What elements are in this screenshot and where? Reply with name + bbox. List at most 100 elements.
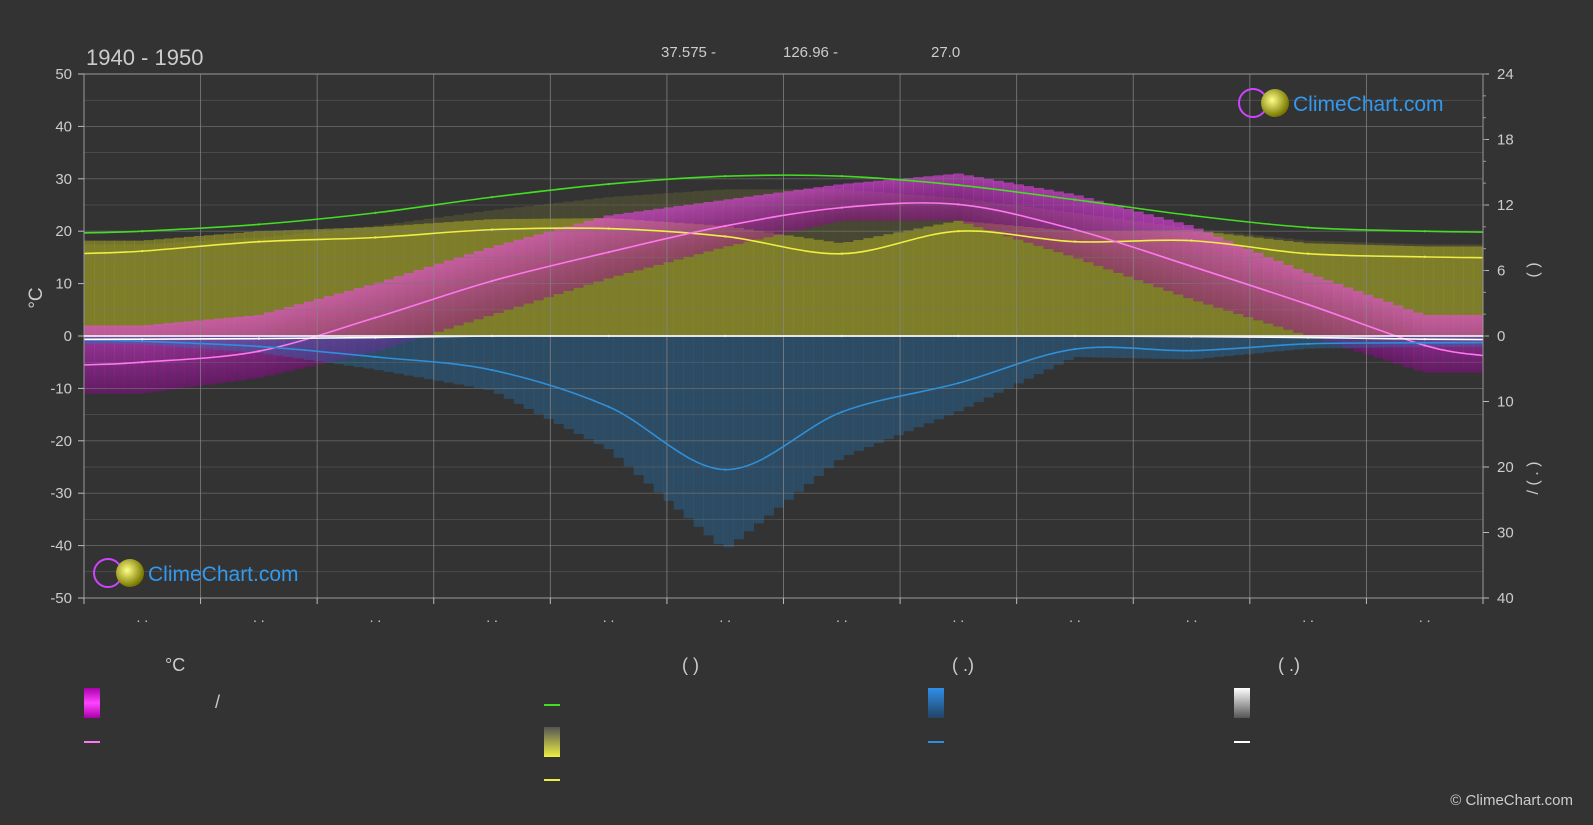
temp-band-bar <box>1383 301 1394 362</box>
sunshine-band-bar <box>343 227 355 336</box>
temp-band-bar <box>103 325 115 394</box>
sunshine-band-bar <box>933 224 944 336</box>
temp-band-bar <box>613 214 625 276</box>
temp-band-bar <box>203 319 215 385</box>
precip-band-bar <box>163 336 175 347</box>
precip-band-bar <box>1303 336 1314 349</box>
precip-band-bar <box>453 336 465 385</box>
y-tick-label: 0 <box>64 328 72 345</box>
precip-band-bar <box>753 336 765 524</box>
precip-band-bar <box>823 336 834 469</box>
x-tick-label: . . <box>136 609 148 625</box>
precip-band-bar <box>863 336 874 448</box>
watermark-text-top: ClimeChart.com <box>1293 93 1444 116</box>
y-tick-label: 30 <box>55 171 72 188</box>
precip-band-bar <box>1393 336 1404 348</box>
point-daylight <box>840 174 843 178</box>
legend-precip-band-swatch <box>928 688 944 718</box>
sunshine-band-bar <box>973 222 984 336</box>
point-sunshine <box>1423 255 1426 259</box>
temp-band-bar <box>123 325 135 394</box>
temp-band-bar <box>943 174 954 221</box>
precip-band-bar <box>233 336 245 352</box>
point-precip <box>1190 349 1193 352</box>
latitude-label: 37.575 - <box>661 44 717 61</box>
sunshine-band-bar <box>1383 245 1394 336</box>
precip-band-bar <box>1413 336 1424 347</box>
precip-band-bar <box>613 336 625 458</box>
point-daylight <box>1306 226 1310 229</box>
precip-band-bar <box>1033 336 1044 375</box>
temp-band-bar <box>1143 214 1154 284</box>
precip-band-bar <box>593 336 605 445</box>
temp-band-bar <box>303 301 315 367</box>
precip-band-bar <box>1263 336 1274 353</box>
x-tick-label: . . <box>1419 609 1431 625</box>
point-daylight <box>1073 198 1077 201</box>
point-precip <box>141 340 144 343</box>
temp-band-bar <box>1423 315 1434 373</box>
point-daylight <box>490 195 494 199</box>
precip-band-bar <box>553 336 565 425</box>
precip-band-bar <box>883 336 894 440</box>
point-daylight <box>1423 230 1426 233</box>
precip-band-bar <box>1163 336 1174 359</box>
precip-band-bar <box>1143 336 1154 359</box>
logo-sun-icon <box>116 559 144 587</box>
temp-band-bar <box>763 193 775 238</box>
temp-band-bar <box>803 188 814 229</box>
precip-band-bar <box>1023 336 1034 379</box>
precip-band-bar <box>963 336 974 407</box>
precip-band-bar <box>1073 336 1084 358</box>
temp-band-bar <box>1433 315 1444 373</box>
watermark-top: ClimeChart.com <box>1238 88 1444 118</box>
sunshine-band-bar <box>713 225 725 336</box>
precip-band-bar <box>1423 336 1434 347</box>
precip-band-bar <box>1453 336 1464 347</box>
temp-band-bar <box>233 316 245 381</box>
series-line-daylight <box>83 174 1484 234</box>
temp-band-bar <box>333 293 345 360</box>
temp-band-bar <box>1413 312 1424 371</box>
temp-band-bar <box>273 309 285 374</box>
temp-band-bar <box>653 208 665 265</box>
temp-band-bar <box>523 237 535 304</box>
temp-band-bar <box>563 226 575 291</box>
precip-band-bar <box>433 336 445 381</box>
sunshine-band-bar <box>1353 244 1364 336</box>
sunshine-band-bar <box>733 227 745 336</box>
point-precip <box>957 381 960 385</box>
sunshine-band-bar <box>173 237 185 336</box>
point-snow <box>1306 336 1310 339</box>
precip-band-bar <box>873 336 884 444</box>
precip-band-bar <box>503 336 515 399</box>
precip-band-bar <box>663 336 675 501</box>
sunshine-band-bar <box>1023 227 1034 336</box>
point-snow <box>257 337 261 340</box>
sunshine-band-bar <box>333 228 345 336</box>
precip-band-bar <box>733 336 745 540</box>
sunshine-band-bar <box>623 219 635 336</box>
temp-band-bar <box>703 202 715 252</box>
point-temp_mean <box>957 203 960 206</box>
watermark-bottom: ClimeChart.com <box>93 558 299 588</box>
sunshine-band-bar <box>303 229 315 336</box>
y-tick-label-right: 24 <box>1497 66 1514 83</box>
temp-band-bar <box>1153 216 1164 288</box>
point-snow <box>374 336 377 339</box>
legend-temp-mean-swatch <box>84 741 100 743</box>
precip-band-bar <box>153 336 165 346</box>
sunshine-band-bar <box>93 240 105 336</box>
precip-band-bar <box>1243 336 1254 355</box>
precip-band-bar <box>1203 336 1214 358</box>
precip-band-bar <box>253 336 265 353</box>
y-tick-label-right: 12 <box>1497 197 1514 214</box>
y-tick-label: -20 <box>50 433 72 450</box>
y-tick-label-right: 10 <box>1497 394 1514 411</box>
sunshine-band-bar <box>823 241 834 336</box>
sunshine-band-bar <box>193 236 205 336</box>
point-sunshine <box>374 236 377 239</box>
precip-band-bar <box>763 336 775 516</box>
temp-band-bar <box>783 191 794 233</box>
precip-band-bar <box>493 336 505 394</box>
